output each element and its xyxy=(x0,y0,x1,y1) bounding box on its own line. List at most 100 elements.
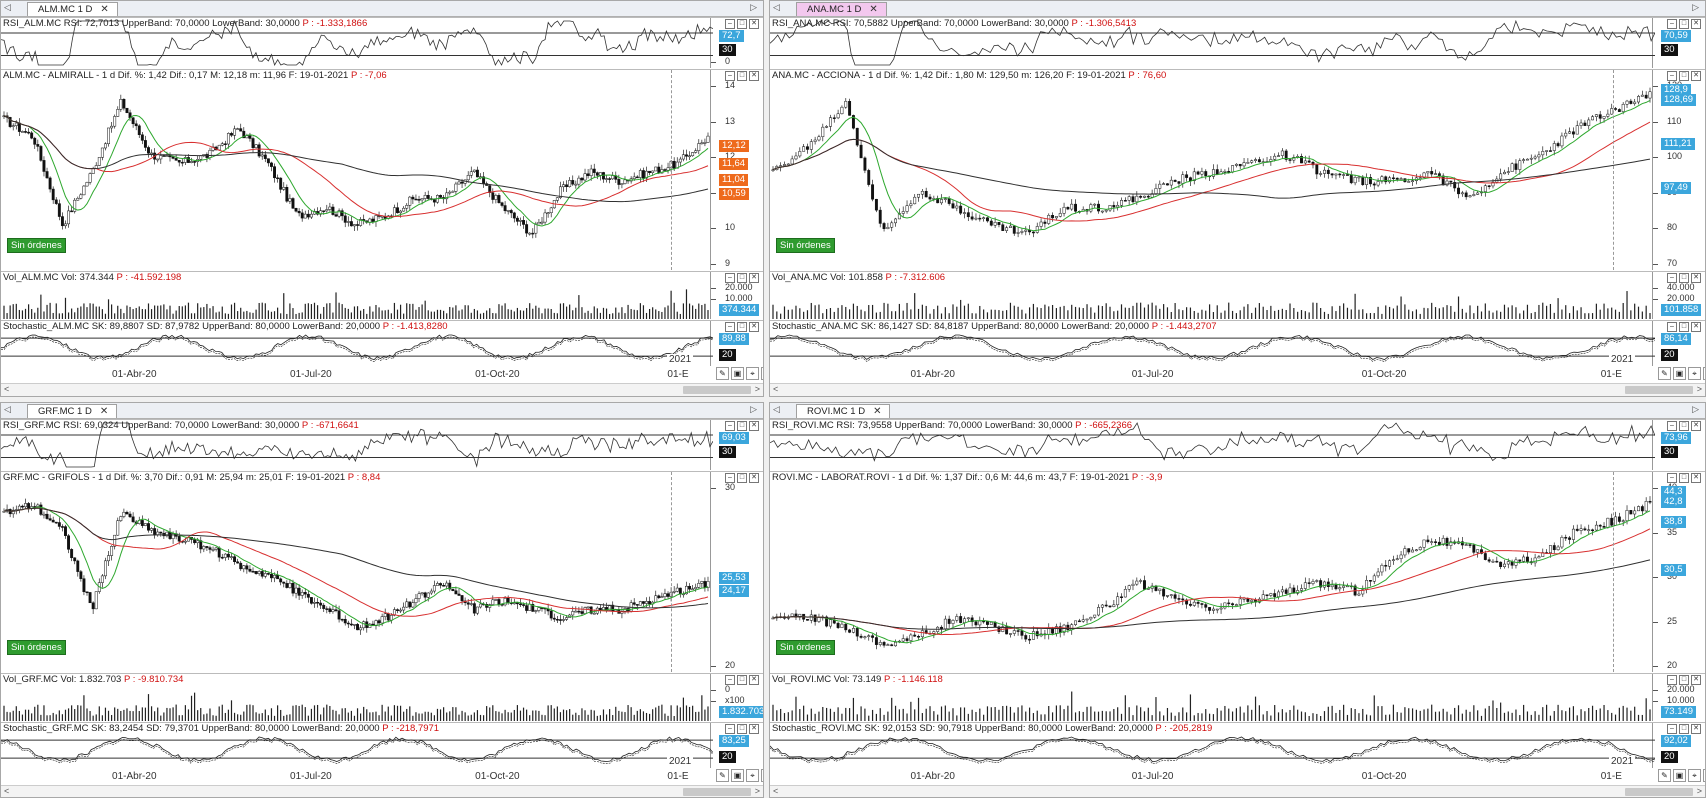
save-icon[interactable]: ▣ xyxy=(731,769,744,782)
sto-close-icon[interactable]: ✕ xyxy=(1691,724,1701,734)
price-minimize-icon[interactable]: – xyxy=(725,71,735,81)
chart-style-icon[interactable]: ✎ xyxy=(1658,769,1671,782)
tab-alm[interactable]: ALM.MC 1 D ✕ xyxy=(27,2,118,16)
tab-scroll-right-icon[interactable]: ▷ xyxy=(750,404,757,414)
save-icon[interactable]: ▣ xyxy=(731,367,744,380)
color-icon[interactable]: ■ xyxy=(761,367,763,380)
price-maximize-icon[interactable]: □ xyxy=(737,71,747,81)
scroll-right-icon[interactable]: > xyxy=(754,786,760,796)
sto-minimize-icon[interactable]: – xyxy=(725,724,735,734)
horizontal-scrollbar[interactable]: < > xyxy=(1,785,763,797)
color-icon[interactable]: ■ xyxy=(761,769,763,782)
rsi-close-icon[interactable]: ✕ xyxy=(749,421,759,431)
scroll-thumb[interactable] xyxy=(683,788,751,796)
horizontal-scrollbar[interactable]: < > xyxy=(770,785,1705,797)
price-minimize-icon[interactable]: – xyxy=(1667,71,1677,81)
vol-maximize-icon[interactable]: □ xyxy=(737,675,747,685)
sto-minimize-icon[interactable]: – xyxy=(1667,322,1677,332)
rsi-close-icon[interactable]: ✕ xyxy=(1691,19,1701,29)
tab-scroll-right-icon[interactable]: ▷ xyxy=(1692,2,1699,12)
vol-minimize-icon[interactable]: – xyxy=(725,273,735,283)
rsi-minimize-icon[interactable]: – xyxy=(725,19,735,29)
scroll-thumb[interactable] xyxy=(683,386,751,394)
vol-maximize-icon[interactable]: □ xyxy=(737,273,747,283)
rsi-minimize-icon[interactable]: – xyxy=(1667,421,1677,431)
tab-scroll-left-icon[interactable]: ◁ xyxy=(4,2,11,12)
sto-maximize-icon[interactable]: □ xyxy=(1679,322,1689,332)
close-tab-icon[interactable]: ✕ xyxy=(99,406,109,417)
sto-maximize-icon[interactable]: □ xyxy=(737,322,747,332)
tab-scroll-right-icon[interactable]: ▷ xyxy=(750,2,757,12)
vol-close-icon[interactable]: ✕ xyxy=(1691,675,1701,685)
close-tab-icon[interactable]: ✕ xyxy=(873,406,882,417)
rsi-minimize-icon[interactable]: – xyxy=(725,421,735,431)
rsi-maximize-icon[interactable]: □ xyxy=(737,421,747,431)
price-maximize-icon[interactable]: □ xyxy=(737,473,747,483)
tab-grf[interactable]: GRF.MC 1 D ✕ xyxy=(27,404,118,418)
chart-style-icon[interactable]: ✎ xyxy=(716,367,729,380)
horizontal-scrollbar[interactable]: < > xyxy=(770,383,1705,396)
sto-minimize-icon[interactable]: – xyxy=(725,322,735,332)
vol-close-icon[interactable]: ✕ xyxy=(1691,273,1701,283)
price-minimize-icon[interactable]: – xyxy=(725,473,735,483)
scroll-left-icon[interactable]: < xyxy=(4,384,10,394)
vol-minimize-icon[interactable]: – xyxy=(725,675,735,685)
save-icon[interactable]: ▣ xyxy=(1673,769,1686,782)
price-close-icon[interactable]: ✕ xyxy=(749,71,759,81)
tab-scroll-left-icon[interactable]: ◁ xyxy=(773,404,780,414)
rsi-minimize-icon[interactable]: – xyxy=(1667,19,1677,29)
pin-icon[interactable]: ⌖ xyxy=(1688,367,1701,380)
rsi-maximize-icon[interactable]: □ xyxy=(1679,421,1689,431)
vol-maximize-icon[interactable]: □ xyxy=(1679,675,1689,685)
price-maximize-icon[interactable]: □ xyxy=(1679,71,1689,81)
scroll-right-icon[interactable]: > xyxy=(754,384,760,394)
pin-icon[interactable]: ⌖ xyxy=(746,367,759,380)
chart-style-icon[interactable]: ✎ xyxy=(716,769,729,782)
color-icon[interactable]: ■ xyxy=(1703,769,1705,782)
sto-minimize-icon[interactable]: – xyxy=(1667,724,1677,734)
sto-close-icon[interactable]: ✕ xyxy=(749,724,759,734)
orders-status-badge[interactable]: Sin órdenes xyxy=(7,238,66,253)
vol-close-icon[interactable]: ✕ xyxy=(749,675,759,685)
price-minimize-icon[interactable]: – xyxy=(1667,473,1677,483)
vol-minimize-icon[interactable]: – xyxy=(1667,675,1677,685)
tab-scroll-left-icon[interactable]: ◁ xyxy=(4,404,11,414)
color-icon[interactable]: ■ xyxy=(1703,367,1705,380)
price-close-icon[interactable]: ✕ xyxy=(749,473,759,483)
sto-maximize-icon[interactable]: □ xyxy=(737,724,747,734)
vol-maximize-icon[interactable]: □ xyxy=(1679,273,1689,283)
vol-close-icon[interactable]: ✕ xyxy=(749,273,759,283)
save-icon[interactable]: ▣ xyxy=(1673,367,1686,380)
scroll-left-icon[interactable]: < xyxy=(4,786,10,796)
tab-rovi[interactable]: ROVI.MC 1 D ✕ xyxy=(796,404,891,418)
orders-status-badge[interactable]: Sin órdenes xyxy=(776,640,835,655)
sto-close-icon[interactable]: ✕ xyxy=(1691,322,1701,332)
tab-scroll-right-icon[interactable]: ▷ xyxy=(1692,404,1699,414)
orders-status-badge[interactable]: Sin órdenes xyxy=(7,640,66,655)
rsi-close-icon[interactable]: ✕ xyxy=(749,19,759,29)
rsi-close-icon[interactable]: ✕ xyxy=(1691,421,1701,431)
tab-ana[interactable]: ANA.MC 1 D ✕ xyxy=(796,2,887,16)
price-close-icon[interactable]: ✕ xyxy=(1691,473,1701,483)
horizontal-scrollbar[interactable]: < > xyxy=(1,383,763,396)
scroll-right-icon[interactable]: > xyxy=(1696,384,1702,394)
scroll-thumb[interactable] xyxy=(1625,788,1693,796)
price-close-icon[interactable]: ✕ xyxy=(1691,71,1701,81)
sto-close-icon[interactable]: ✕ xyxy=(749,322,759,332)
pin-icon[interactable]: ⌖ xyxy=(746,769,759,782)
pin-icon[interactable]: ⌖ xyxy=(1688,769,1701,782)
close-tab-icon[interactable]: ✕ xyxy=(869,4,878,15)
close-tab-icon[interactable]: ✕ xyxy=(100,4,109,15)
sto-maximize-icon[interactable]: □ xyxy=(1679,724,1689,734)
scroll-left-icon[interactable]: < xyxy=(773,786,779,796)
scroll-thumb[interactable] xyxy=(1625,386,1693,394)
rsi-maximize-icon[interactable]: □ xyxy=(1679,19,1689,29)
scroll-right-icon[interactable]: > xyxy=(1696,786,1702,796)
rsi-maximize-icon[interactable]: □ xyxy=(737,19,747,29)
price-maximize-icon[interactable]: □ xyxy=(1679,473,1689,483)
orders-status-badge[interactable]: Sin órdenes xyxy=(776,238,835,253)
vol-minimize-icon[interactable]: – xyxy=(1667,273,1677,283)
tab-scroll-left-icon[interactable]: ◁ xyxy=(773,2,780,12)
chart-style-icon[interactable]: ✎ xyxy=(1658,367,1671,380)
scroll-left-icon[interactable]: < xyxy=(773,384,779,394)
